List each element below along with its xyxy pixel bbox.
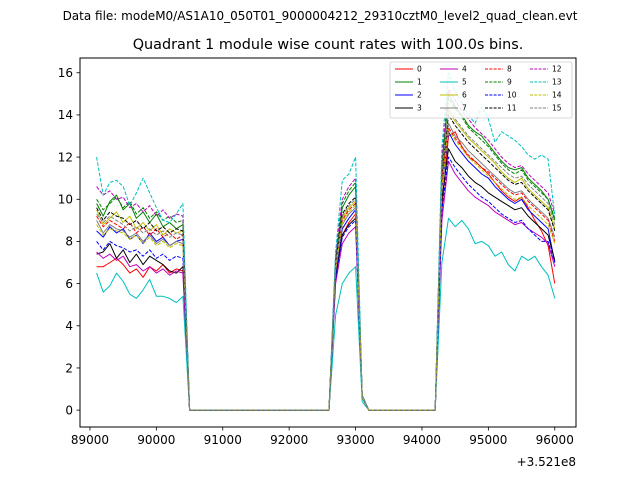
series-line-10 [96,156,556,411]
series-line-4 [96,160,556,411]
x-tick-label: 92000 [270,433,308,447]
legend-box [389,61,573,119]
legend-label-8: 8 [507,65,512,74]
x-tick-label: 90000 [137,433,175,447]
series-line-14 [96,129,556,411]
chart-title: Quadrant 1 module wise count rates with … [133,37,524,53]
legend-label-13: 13 [552,78,562,87]
series-line-3 [96,148,556,411]
x-tick-label: 96000 [536,433,574,447]
legend-label-10: 10 [507,91,517,100]
series-line-9 [96,97,556,411]
x-tick-label: 93000 [336,433,374,447]
x-tick-label: 89000 [71,433,109,447]
y-tick-label: 10 [58,193,73,207]
series-line-6 [96,110,556,411]
legend-label-11: 11 [507,104,517,113]
y-tick-label: 4 [65,319,73,333]
y-tick-label: 16 [58,66,73,80]
y-tick-label: 12 [58,150,73,164]
x-tick-label: 94000 [403,433,441,447]
x-tick-label: 91000 [204,433,242,447]
x-tick-label: 95000 [469,433,507,447]
legend-label-15: 15 [552,104,562,113]
plot-frame [79,57,577,428]
y-tick-label: 6 [65,277,73,291]
series-line-1 [96,93,556,411]
chart-suptitle: Data file: modeM0/AS1A10_050T01_90000042… [63,9,578,23]
legend-label-4: 4 [462,65,467,74]
legend-label-14: 14 [552,91,562,100]
legend-label-1: 1 [417,78,422,87]
series-line-11 [96,114,556,411]
legend-label-3: 3 [417,104,422,113]
legend-label-7: 7 [462,104,467,113]
axis-ticks: 89000 90000 91000 92000 93000 94000 95000 96000… [58,66,574,447]
x-offset-label: +3.521e8 [517,455,576,469]
y-tick-label: 0 [65,403,73,417]
series-line-5 [96,217,556,411]
legend-label-12: 12 [552,65,562,74]
y-tick-label: 8 [65,235,73,249]
legend-label-5: 5 [462,78,467,87]
series-line-15 [96,108,556,411]
y-tick-label: 2 [65,361,73,375]
y-tick-label: 14 [58,108,73,122]
legend-label-6: 6 [462,91,467,100]
series-layer [96,72,556,411]
legend-label-2: 2 [417,91,422,100]
series-line-8 [96,127,556,411]
legend-label-9: 9 [507,78,512,87]
legend-label-0: 0 [417,65,422,74]
series-line-12 [96,89,556,411]
